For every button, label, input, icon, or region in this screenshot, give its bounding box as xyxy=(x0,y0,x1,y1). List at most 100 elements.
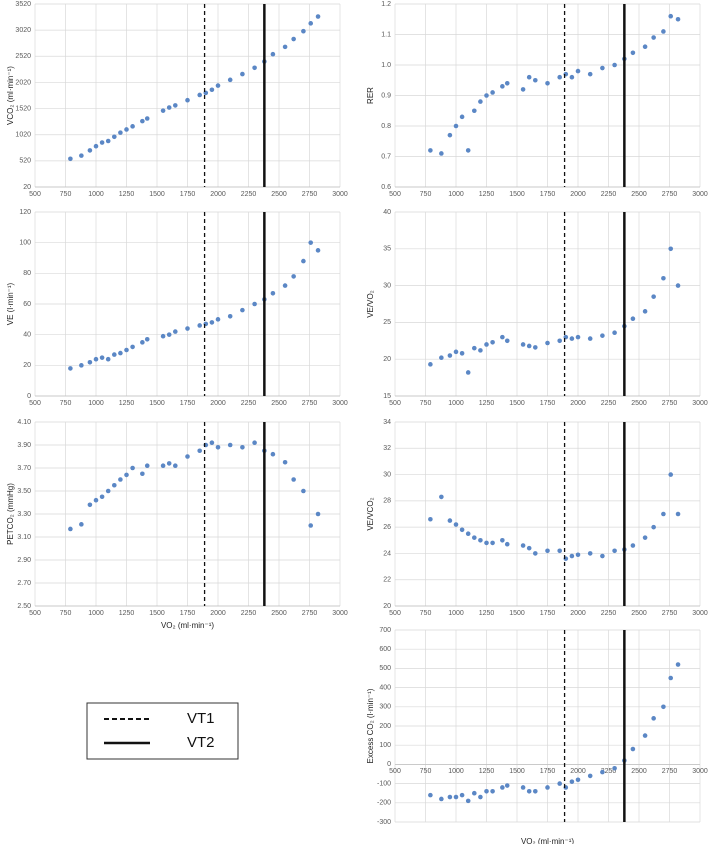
y-tick-label: 32 xyxy=(383,445,391,452)
data-point xyxy=(569,553,575,559)
y-axis-label: PETCO₂ (mmHg) xyxy=(6,483,15,545)
x-tick-label: 1000 xyxy=(88,610,104,617)
data-point xyxy=(526,545,532,551)
data-point xyxy=(68,526,73,532)
data-point xyxy=(160,108,166,113)
data-point xyxy=(557,338,562,344)
data-point xyxy=(79,363,84,368)
x-tick-label: 1250 xyxy=(479,191,495,198)
data-point xyxy=(87,359,93,365)
data-point xyxy=(504,338,510,344)
data-point xyxy=(105,138,111,144)
data-point xyxy=(130,124,135,129)
y-tick-label: 1020 xyxy=(15,132,31,139)
y-tick-label: 2020 xyxy=(15,79,31,86)
data-point xyxy=(587,336,593,341)
data-point xyxy=(533,77,538,83)
y-axis-label: VE/VO₂ xyxy=(366,290,375,318)
data-point xyxy=(587,71,593,77)
data-point xyxy=(500,785,505,790)
data-point xyxy=(447,518,453,523)
x-tick-label: 500 xyxy=(389,768,401,775)
data-point xyxy=(600,553,605,559)
x-tick-label: 1000 xyxy=(448,191,464,198)
data-point xyxy=(185,97,190,103)
data-point xyxy=(668,472,674,477)
data-point xyxy=(99,140,105,145)
x-tick-label: 2500 xyxy=(631,191,647,198)
data-point xyxy=(484,342,489,347)
data-point xyxy=(68,366,73,371)
data-point xyxy=(459,351,465,356)
data-point xyxy=(490,788,495,794)
y-tick-label: 2.90 xyxy=(17,557,31,564)
data-point xyxy=(428,516,433,522)
data-point xyxy=(490,339,495,345)
data-point xyxy=(124,127,129,132)
x-tick-label: 2250 xyxy=(601,191,617,198)
data-point xyxy=(166,461,172,466)
data-point xyxy=(575,777,581,783)
data-point xyxy=(105,488,111,494)
x-tick-label: 1500 xyxy=(149,610,165,617)
data-point xyxy=(675,511,681,517)
data-point xyxy=(533,551,538,556)
data-point xyxy=(642,733,648,738)
x-tick-label: 1250 xyxy=(479,768,495,775)
x-tick-label: 1750 xyxy=(180,400,196,407)
y-tick-label: 3520 xyxy=(15,1,31,8)
y-tick-label: 2520 xyxy=(15,53,31,60)
data-point xyxy=(315,511,321,517)
x-tick-label: 2000 xyxy=(210,191,226,198)
data-point xyxy=(160,463,166,469)
x-tick-label: 1000 xyxy=(448,768,464,775)
data-point xyxy=(630,316,636,322)
x-tick-label: 1750 xyxy=(540,610,556,617)
data-point xyxy=(630,543,636,548)
x-tick-label: 500 xyxy=(29,400,41,407)
y-tick-label: 500 xyxy=(379,665,391,672)
x-tick-label: 1500 xyxy=(509,610,525,617)
y-tick-label: 20 xyxy=(383,356,391,363)
data-point xyxy=(504,81,510,86)
x-tick-label: 2500 xyxy=(631,768,647,775)
x-tick-label: 750 xyxy=(60,191,72,198)
data-point xyxy=(459,527,465,533)
y-tick-label: 4.10 xyxy=(17,419,31,426)
y-tick-label: 26 xyxy=(383,524,391,531)
x-tick-label: 500 xyxy=(389,191,401,198)
data-point xyxy=(675,662,681,667)
x-tick-label: 1500 xyxy=(149,191,165,198)
y-tick-label: 3.70 xyxy=(17,465,31,472)
data-point xyxy=(642,535,648,540)
data-point xyxy=(675,283,681,288)
data-point xyxy=(478,537,483,543)
y-tick-label: 34 xyxy=(383,419,391,426)
x-axis-label: VO₂ (ml·min⁻¹) xyxy=(161,621,214,630)
data-point xyxy=(227,313,233,319)
data-point xyxy=(661,704,666,710)
data-point xyxy=(465,798,471,804)
y-tick-label: 40 xyxy=(383,209,391,216)
x-axis-label: VO₂ (ml·min⁻¹) xyxy=(521,837,574,844)
data-point xyxy=(612,330,617,336)
x-tick-label: 3000 xyxy=(692,768,708,775)
x-tick-label: 2250 xyxy=(601,768,617,775)
data-point xyxy=(478,99,483,104)
y-tick-label: 60 xyxy=(23,301,31,308)
data-point xyxy=(315,248,321,253)
x-tick-label: 3000 xyxy=(332,191,348,198)
y-axis-label: VCO₂ (ml·min⁻¹) xyxy=(6,66,15,125)
x-tick-label: 750 xyxy=(420,191,432,198)
x-tick-label: 2750 xyxy=(302,610,318,617)
data-point xyxy=(428,362,433,367)
x-tick-label: 2000 xyxy=(210,610,226,617)
data-point xyxy=(282,283,288,288)
x-tick-label: 2750 xyxy=(662,400,678,407)
x-tick-label: 1000 xyxy=(448,400,464,407)
data-point xyxy=(478,348,483,353)
data-point xyxy=(209,440,215,446)
data-point xyxy=(282,44,288,50)
data-point xyxy=(661,511,666,517)
